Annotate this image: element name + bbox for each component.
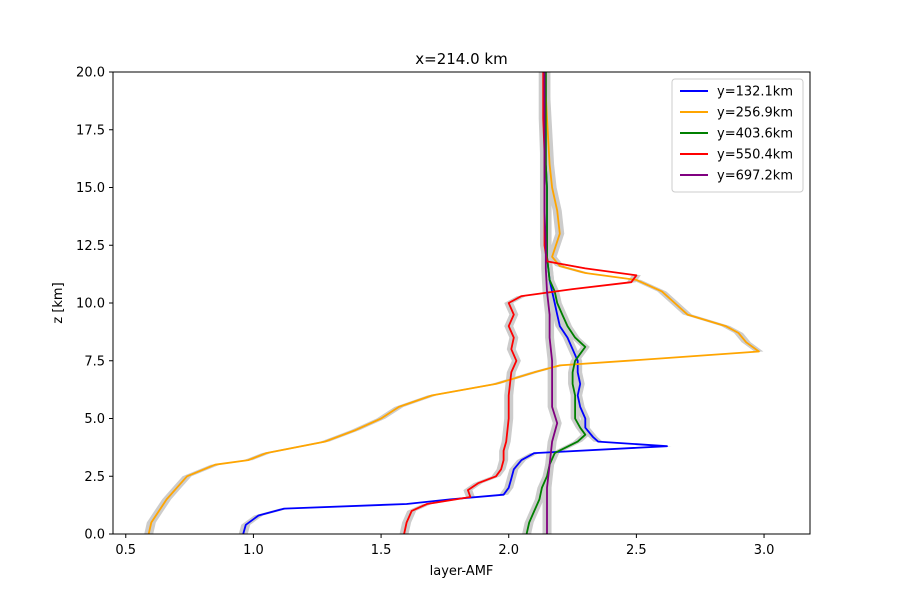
- legend: y=132.1km y=256.9km y=403.6km y=550.4km y=69…: [671, 78, 804, 193]
- y-tick-label: 0.0: [84, 528, 105, 543]
- y-tick-label: 20.0: [76, 66, 105, 81]
- x-axis-label: layer-AMF: [430, 564, 494, 579]
- legend-box: [671, 78, 804, 193]
- y-axis-label: z [km]: [51, 282, 66, 323]
- y-tick-label: 12.5: [76, 239, 105, 254]
- x-axis: 0.5 1.0 1.5 2.0 2.5 3.0: [115, 534, 774, 558]
- legend-label: y=550.4km: [717, 148, 793, 163]
- series-line-2: [147, 72, 760, 535]
- series-line-5: [543, 72, 559, 534]
- y-axis: 0.0 2.5 5.0 7.5 10.0 12.5 15.0 17.5 20.0: [76, 66, 113, 543]
- x-tick-label: 2.5: [626, 543, 647, 558]
- series-lines: [147, 72, 760, 535]
- uncertainty-band-3: [522, 72, 590, 534]
- y-tick-label: 10.0: [76, 297, 105, 312]
- x-tick-label: 3.0: [754, 543, 775, 558]
- legend-label: y=132.1km: [717, 85, 793, 100]
- x-tick-label: 1.5: [371, 543, 392, 558]
- y-tick-label: 5.0: [84, 412, 105, 427]
- x-tick-label: 0.5: [115, 543, 136, 558]
- x-tick-label: 1.0: [243, 543, 264, 558]
- y-tick-label: 7.5: [84, 354, 105, 369]
- legend-label: y=697.2km: [717, 169, 793, 184]
- legend-label: y=256.9km: [717, 106, 793, 121]
- chart-title: x=214.0 km: [415, 50, 507, 68]
- legend-label: y=403.6km: [717, 127, 793, 142]
- y-tick-label: 2.5: [84, 470, 105, 485]
- y-tick-label: 15.0: [76, 181, 105, 196]
- y-tick-label: 17.5: [76, 123, 105, 138]
- x-tick-label: 2.0: [498, 543, 519, 558]
